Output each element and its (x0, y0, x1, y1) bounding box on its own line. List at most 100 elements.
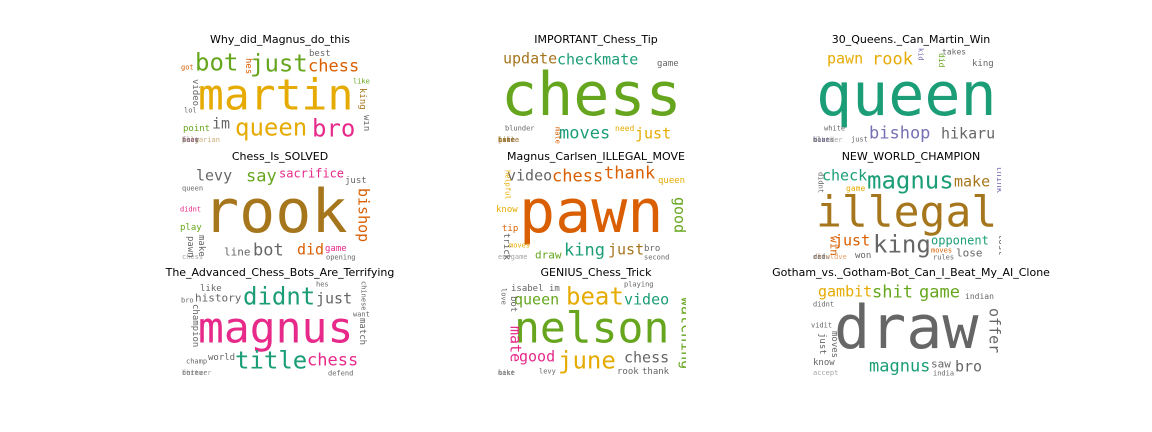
panel-title: Why_did_Magnus_do_this (209, 33, 351, 46)
word-king: king (972, 59, 994, 69)
word-love: love (499, 288, 507, 305)
word-check: check (822, 167, 867, 185)
word-pawn: pawn (185, 236, 195, 258)
word-nelson: nelson (514, 304, 669, 354)
wordcloud: illegal magnus king opponent just check make wi… (811, 165, 1001, 261)
word-got: got (181, 63, 194, 71)
word-just: just (608, 241, 644, 259)
wordcloud: martin just queen bot bro chess im king bulgaria… (180, 48, 370, 144)
word-history: history (195, 292, 242, 305)
word-did: did (813, 253, 826, 261)
word-saw: saw (931, 358, 951, 371)
word-bot: bot (253, 240, 284, 260)
word-helpful: helpful (503, 170, 511, 200)
word-pawn: pawn (827, 50, 863, 68)
word-bro: bro (644, 244, 660, 254)
word-offer: offer (986, 308, 1001, 353)
word-chess: chess (308, 56, 359, 76)
word-table: table (498, 136, 519, 144)
word-ref: ref (813, 253, 826, 261)
word-like: like (353, 77, 370, 85)
word-gonna: gonna (498, 136, 519, 144)
word-china: china (182, 369, 203, 377)
word-base: base (498, 136, 515, 144)
word-defend: defend (328, 369, 353, 377)
panel-title: Chess_Is_SOLVED (231, 150, 329, 163)
word-moves: moves (813, 136, 834, 144)
word-game: game (657, 59, 679, 69)
word-thank: thank (642, 367, 670, 377)
word-make: make (498, 369, 515, 377)
word-like: like (498, 369, 515, 377)
word-levy: levy (539, 367, 556, 375)
wordcloud: queen bishop rook did pawn hikaru takes moves ki… (811, 48, 1001, 144)
word-good: good (519, 348, 555, 366)
word-forever: forever (182, 369, 212, 377)
wordcloud: magnus didnt title chess history just world cha… (180, 281, 370, 377)
word-piece: piece (498, 136, 519, 144)
word-game: game (919, 282, 960, 302)
word-chinese: chinese (359, 281, 367, 311)
word-think: think (994, 166, 1001, 194)
word-world: world (208, 353, 235, 363)
word-sacrifice: sacrifice (279, 166, 344, 180)
word-didnt: didnt (243, 283, 315, 311)
word-chess: chess (552, 166, 603, 186)
word-rules: rules (933, 253, 954, 261)
word-rook: rook (617, 367, 639, 377)
panel-title: NEW_WORLD_CHAMPION (841, 150, 981, 163)
word-queen: queen (816, 60, 997, 130)
word-moves: moves (509, 241, 530, 249)
word-kid: kid (916, 48, 924, 61)
word-video: video (507, 167, 552, 185)
panel-title: IMPORTANT_Chess_Tip (534, 33, 658, 46)
word-line: line (224, 246, 251, 259)
word-fear: fear (182, 136, 199, 144)
word-need: need (615, 124, 634, 133)
word-chess: chess (307, 350, 358, 370)
word-hikaru: hikaru (941, 125, 995, 143)
word-gambit: gambit (818, 283, 872, 301)
word-bot: bot (195, 49, 238, 77)
word-hes: hes (316, 281, 329, 288)
word-chess: chess (624, 349, 669, 367)
word-know: know (496, 205, 518, 215)
word-title: title (235, 347, 307, 375)
word-win: win (828, 236, 841, 256)
word-martin: martin (198, 71, 353, 121)
word-illegal: illegal (816, 188, 997, 238)
word-point: point (183, 124, 210, 134)
wordcloud: pawn king chess thank just video draw good queen… (496, 165, 686, 261)
word-queen: queen (514, 291, 559, 309)
word-takes: takes (942, 48, 966, 56)
word-mate: mate (507, 326, 525, 362)
word-june: june (558, 347, 616, 375)
word-opponent: opponent (931, 233, 989, 247)
word-magnus: magnus (867, 167, 954, 195)
word-bulgarian: bulgarian (182, 136, 220, 144)
word-best: best (498, 369, 515, 377)
word-bro: bro (955, 358, 982, 376)
word-blunder: blunder (505, 124, 535, 132)
word-pawn: pawn (519, 177, 664, 247)
word-bot: bot (508, 296, 518, 312)
panel-title: Magnus_Carlsen_ILLEGAL_MOVE (507, 150, 685, 163)
word-say: say (246, 166, 277, 186)
word-queen: queen (235, 114, 307, 142)
wordcloud: nelson beat june watching queen video good mate… (496, 281, 686, 377)
word-like: like (200, 284, 222, 294)
word-opening: opening (326, 253, 356, 261)
word-make: make (954, 173, 990, 191)
word-chess: chess (182, 253, 203, 261)
word-game: game (325, 244, 347, 254)
word-like: like (813, 136, 830, 144)
word-champ: champ (186, 357, 207, 365)
word-indian: indian (965, 292, 994, 301)
